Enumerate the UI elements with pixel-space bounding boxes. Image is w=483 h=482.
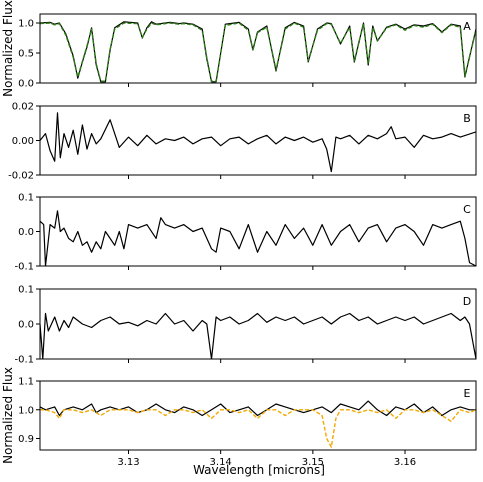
x-tick-label: 3.16 <box>394 457 416 468</box>
y-tick-label: 0.9 <box>18 434 34 445</box>
y-tick-label: -0.1 <box>14 262 34 273</box>
series-line-e-0 <box>40 400 476 417</box>
y-tick-label: 0.0 <box>18 227 34 238</box>
series-line-a-1 <box>40 22 476 82</box>
series-line-d-0 <box>40 312 476 359</box>
y-tick-label: 1.0 <box>18 405 34 416</box>
y-tick-label: 1.0 <box>18 19 34 30</box>
series-line-c-0 <box>40 210 476 266</box>
y-tick-label: 0.00 <box>12 136 34 147</box>
y-tick-label: 0.1 <box>18 193 34 204</box>
y-tick-label: 0.0 <box>18 320 34 331</box>
panel-c: -0.1 0.0 0.1 C <box>14 193 477 273</box>
x-tick-label: 3.13 <box>117 457 139 468</box>
y-tick-label: 0.1 <box>18 285 34 296</box>
panel-e: 0.9 1.0 1.1 3.13 3.14 3.15 3.16 E Normalized Flu… <box>1 367 477 468</box>
axes-frame <box>39 13 477 84</box>
panel-label: B <box>463 112 471 125</box>
x-tick-label: 3.15 <box>302 457 324 468</box>
panel-b: -0.02 0.00 0.02 B <box>8 102 477 182</box>
panel-label: D <box>463 295 471 308</box>
panel-label: A <box>463 20 471 33</box>
series-line-a-0 <box>40 21 476 83</box>
y-axis-label: Normalized Flux <box>1 367 15 464</box>
x-axis-label: Wavelength [microns] <box>193 463 325 477</box>
y-axis-label: Normalized Flux <box>1 0 15 97</box>
x-tick-label: 3.14 <box>210 457 232 468</box>
series-line-e-1 <box>40 409 476 448</box>
y-tick-label: 1.1 <box>18 377 34 388</box>
panel-label: E <box>464 387 471 400</box>
y-tick-label: -0.02 <box>8 171 34 182</box>
series-line-b-0 <box>40 112 476 173</box>
axes-frame <box>39 380 477 451</box>
panel-d: -0.1 0.0 0.1 D <box>14 285 477 366</box>
axes-frame <box>39 288 477 360</box>
panel-label: C <box>463 203 471 216</box>
y-tick-label: -0.1 <box>14 355 34 366</box>
y-tick-label: 0.02 <box>12 102 34 113</box>
panel-a: 0.0 0.5 1.0 A Normalized Flux <box>1 0 477 97</box>
y-tick-label: 0.5 <box>18 49 34 60</box>
axes-frame <box>39 105 477 176</box>
y-tick-label: 0.0 <box>18 79 34 90</box>
